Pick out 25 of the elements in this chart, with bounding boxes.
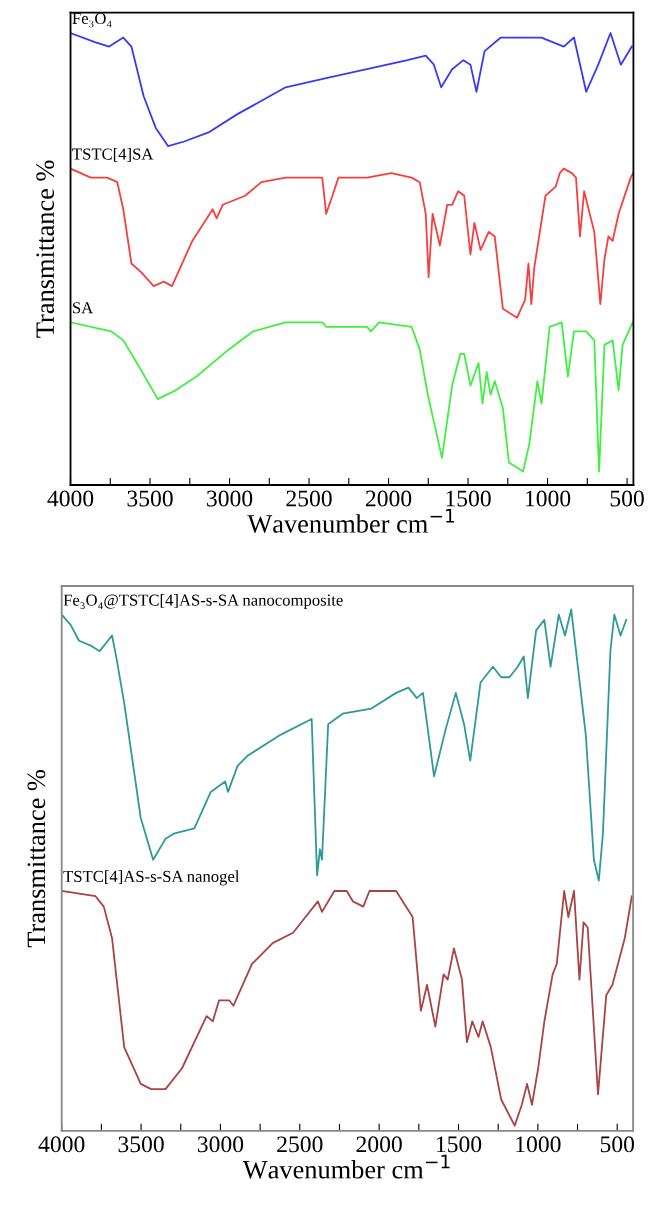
x-axis-title: Wavenumber cm$^{−1}$ — [247, 508, 455, 533]
x-tick-label: 3500 — [127, 490, 173, 507]
x-tick-label: 3000 — [207, 490, 253, 507]
x-tick-label: 3500 — [118, 1136, 164, 1153]
x-tick-label: 1000 — [516, 1136, 561, 1153]
y-axis-title: Transmittance % — [27, 770, 46, 948]
series-label: SA — [73, 302, 94, 314]
series-label: Fe₃O₄ — [72, 12, 112, 28]
x-tick-label: 500 — [600, 1136, 635, 1153]
series-label: TSTC[4]SA — [72, 147, 154, 162]
series-label: Fe₃O₄@TSTC[4]AS-s-SA nanocomposite — [63, 594, 343, 610]
x-tick-label: 2500 — [286, 490, 332, 507]
x-tick-label: 2000 — [365, 490, 412, 507]
x-tick-label: 2000 — [356, 1136, 402, 1153]
x-tick-label: 2500 — [277, 1136, 323, 1153]
x-tick-label: 1500 — [446, 490, 491, 507]
x-tick-label: 4000 — [47, 490, 94, 507]
series-label: TSTC[4]AS-s-SA nanogel — [63, 870, 240, 886]
x-tick-label: 1500 — [436, 1136, 482, 1153]
x-tick-label: 4000 — [38, 1136, 85, 1153]
x-tick-label: 1000 — [526, 490, 571, 507]
x-axis-title: Wavenumber cm$^{−1}$ — [242, 1154, 450, 1179]
x-tick-label: 3000 — [197, 1136, 244, 1153]
x-tick-label: 500 — [610, 490, 644, 507]
y-axis-title: Transmittance % — [36, 160, 55, 338]
